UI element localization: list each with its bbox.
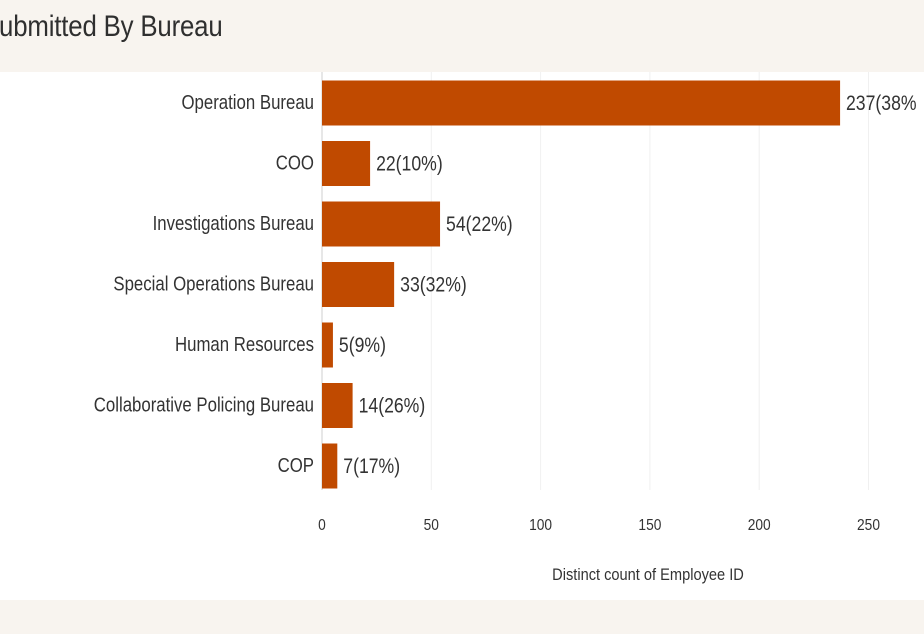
bar <box>322 141 371 186</box>
category-label: Special Operations Bureau <box>113 272 314 295</box>
category-label: Investigations Bureau <box>153 212 314 235</box>
bar-value-label: 5(9%) <box>339 334 386 358</box>
title-band: Submitted By Bureau <box>0 0 924 64</box>
bar <box>322 383 353 428</box>
chart-panel <box>0 72 924 600</box>
category-label: Operation Bureau <box>181 91 314 114</box>
value-labels: 237(38% 22(10%) 54(22%) 33(32%) 5(9%) 14(26%)… <box>339 92 917 479</box>
chart-title: Submitted By Bureau <box>0 10 223 43</box>
x-axis-label: Distinct count of Employee ID <box>552 566 744 584</box>
bar <box>322 262 395 307</box>
category-label: Collaborative Policing Bureau <box>94 393 314 416</box>
category-labels: Operation Bureau COO Investigations Bureau… <box>94 91 314 477</box>
chart-bars <box>322 80 841 489</box>
bar <box>322 322 333 368</box>
bar-value-label: 54(22%) <box>446 213 513 237</box>
x-tick-label: 50 <box>424 516 439 534</box>
bar-value-label: 7(17%) <box>343 455 400 479</box>
bar-value-label: 14(26%) <box>359 394 426 418</box>
footer-band <box>0 600 924 634</box>
x-axis-ticks: 0 50 100 150 200 250 <box>318 516 880 534</box>
category-label: COP <box>278 454 314 477</box>
x-tick-label: 150 <box>638 516 661 534</box>
bar-value-label: 22(10%) <box>376 152 443 176</box>
category-label: COO <box>276 151 314 174</box>
x-tick-label: 200 <box>748 516 771 534</box>
bar-value-label: 33(32%) <box>400 273 467 297</box>
bar-value-label: 237(38% <box>846 92 917 116</box>
x-tick-label: 0 <box>318 516 326 534</box>
x-tick-label: 250 <box>857 516 880 534</box>
x-tick-label: 100 <box>529 516 552 534</box>
bar <box>322 443 338 489</box>
category-label: Human Resources <box>175 333 314 356</box>
bar <box>322 80 841 126</box>
bar <box>322 201 441 247</box>
